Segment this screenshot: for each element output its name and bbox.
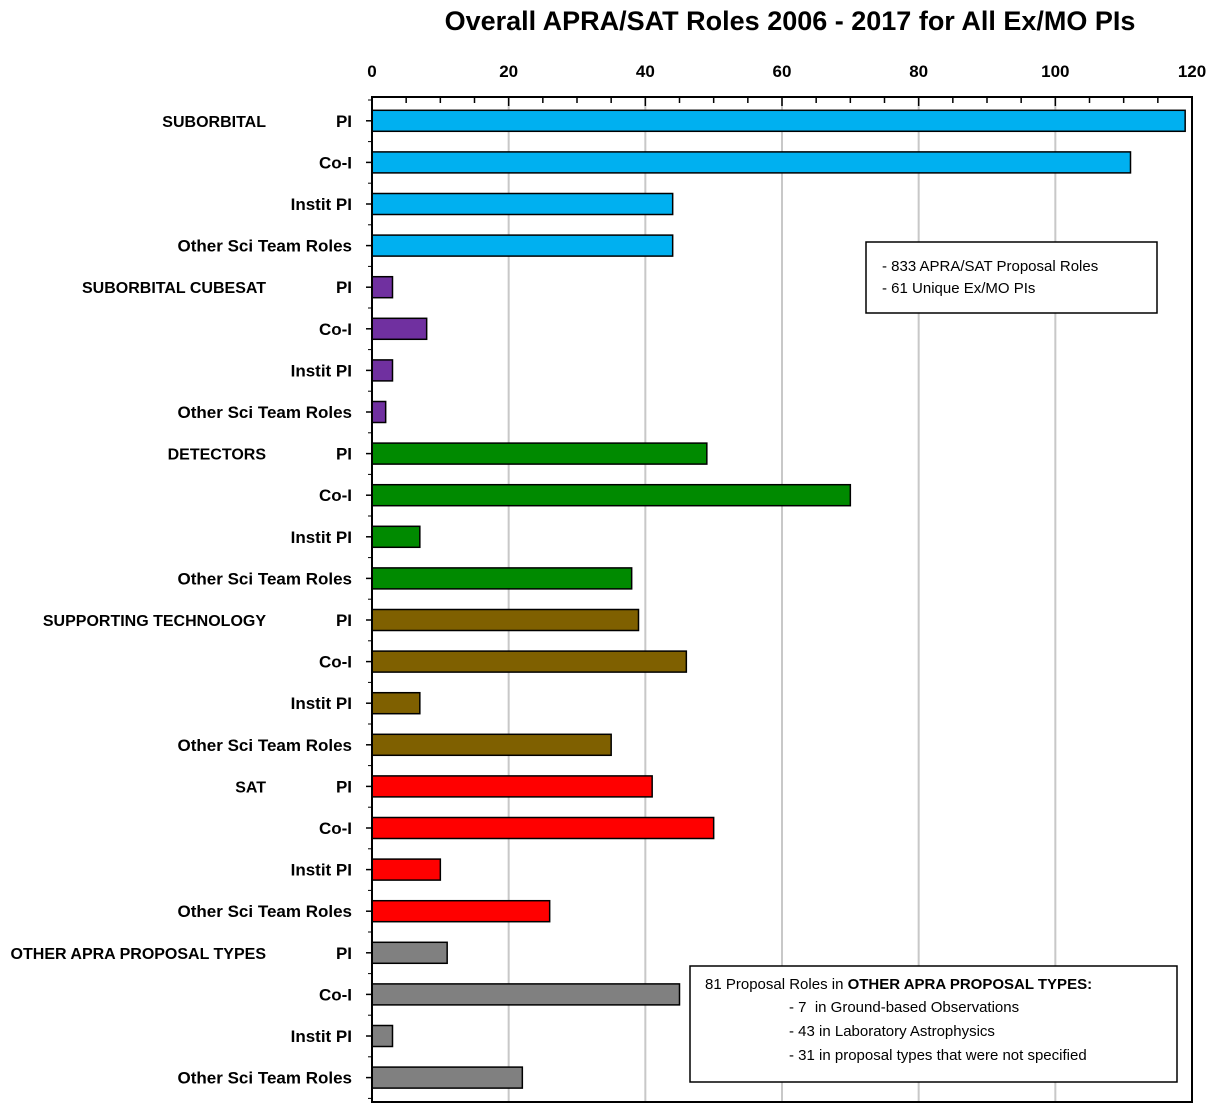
x-tick-label: 20 [499, 62, 518, 81]
bar [371, 733, 612, 757]
group-label: DETECTORS [168, 447, 267, 464]
other-types-note-item-1: - 7 in Ground-based Observations [789, 999, 1019, 1016]
role-label: Other Sci Team Roles [178, 403, 352, 422]
summary-note: - 833 APRA/SAT Proposal Roles - 61 Uniqu… [865, 241, 1158, 314]
other-types-note-heading: 81 Proposal Roles in OTHER APRA PROPOSAL… [705, 976, 1092, 993]
bar [371, 816, 715, 840]
role-label: Other Sci Team Roles [178, 569, 352, 588]
bar [371, 483, 852, 507]
bar [371, 151, 1132, 174]
role-label: Co-I [319, 153, 352, 172]
bar [371, 234, 674, 257]
role-label: Co-I [319, 653, 352, 672]
x-tick-label: 60 [773, 62, 792, 81]
x-tick-label: 80 [909, 62, 928, 81]
role-label: Other Sci Team Roles [178, 902, 352, 921]
other-types-note-prefix: 81 Proposal Roles in [705, 976, 848, 993]
bar [371, 400, 387, 424]
role-label: Co-I [319, 985, 352, 1004]
bar [371, 691, 421, 715]
bar [371, 359, 394, 382]
bar [371, 775, 653, 798]
role-label: PI [336, 112, 352, 131]
role-label: Instit PI [291, 361, 352, 380]
role-label: PI [336, 278, 352, 297]
other-types-note-item-2: - 43 in Laboratory Astrophysics [789, 1023, 995, 1040]
role-label: Other Sci Team Roles [178, 736, 352, 755]
role-label: Instit PI [291, 1027, 352, 1046]
role-label: Other Sci Team Roles [178, 1069, 352, 1088]
role-label: Instit PI [291, 861, 352, 880]
bar [371, 983, 681, 1006]
x-tick-label: 40 [636, 62, 655, 81]
summary-note-line-2: - 61 Unique Ex/MO PIs [882, 280, 1035, 297]
chart-title: Overall APRA/SAT Roles 2006 - 2017 for A… [445, 6, 1136, 36]
group-label: OTHER APRA PROPOSAL TYPES [11, 946, 267, 963]
other-types-note: 81 Proposal Roles in OTHER APRA PROPOSAL… [689, 965, 1178, 1083]
role-label: PI [336, 777, 352, 796]
group-label: SUPPORTING TECHNOLOGY [43, 613, 266, 630]
role-label: Instit PI [291, 195, 352, 214]
bar [371, 525, 421, 549]
bar [371, 442, 708, 465]
bar [371, 567, 633, 590]
bars [371, 109, 1186, 1089]
role-label: Co-I [319, 320, 352, 339]
other-types-note-item-3: - 31 in proposal types that were not spe… [789, 1047, 1087, 1064]
role-label: PI [336, 611, 352, 630]
bar [371, 941, 448, 965]
x-tick-label: 100 [1041, 62, 1069, 81]
bar [371, 275, 394, 299]
x-tick-label: 0 [367, 62, 376, 81]
category-labels: PI SUBORBITAL Co-I Instit PI Other Sci Team … [11, 112, 352, 1088]
bar [371, 899, 551, 923]
bar [371, 858, 442, 881]
role-label: Instit PI [291, 694, 352, 713]
bar [371, 608, 640, 632]
role-label: Other Sci Team Roles [178, 237, 352, 256]
summary-note-line-1: - 833 APRA/SAT Proposal Roles [882, 258, 1098, 275]
role-label: Co-I [319, 819, 352, 838]
bar [371, 317, 428, 341]
x-tick-label: 120 [1178, 62, 1206, 81]
bar [371, 1024, 394, 1048]
other-types-note-bold: OTHER APRA PROPOSAL TYPES: [848, 976, 1092, 993]
role-label: Co-I [319, 486, 352, 505]
axes: 0 20 40 60 80 100 120 [366, 62, 1206, 1103]
group-label: SUBORBITAL CUBESAT [82, 280, 266, 297]
bar [371, 109, 1186, 133]
role-label: PI [336, 944, 352, 963]
group-label: SUBORBITAL [162, 114, 266, 131]
bar [371, 650, 688, 673]
bar [371, 192, 674, 216]
role-label: PI [336, 445, 352, 464]
bar [371, 1066, 524, 1089]
role-label: Instit PI [291, 528, 352, 547]
group-label: SAT [235, 779, 266, 796]
